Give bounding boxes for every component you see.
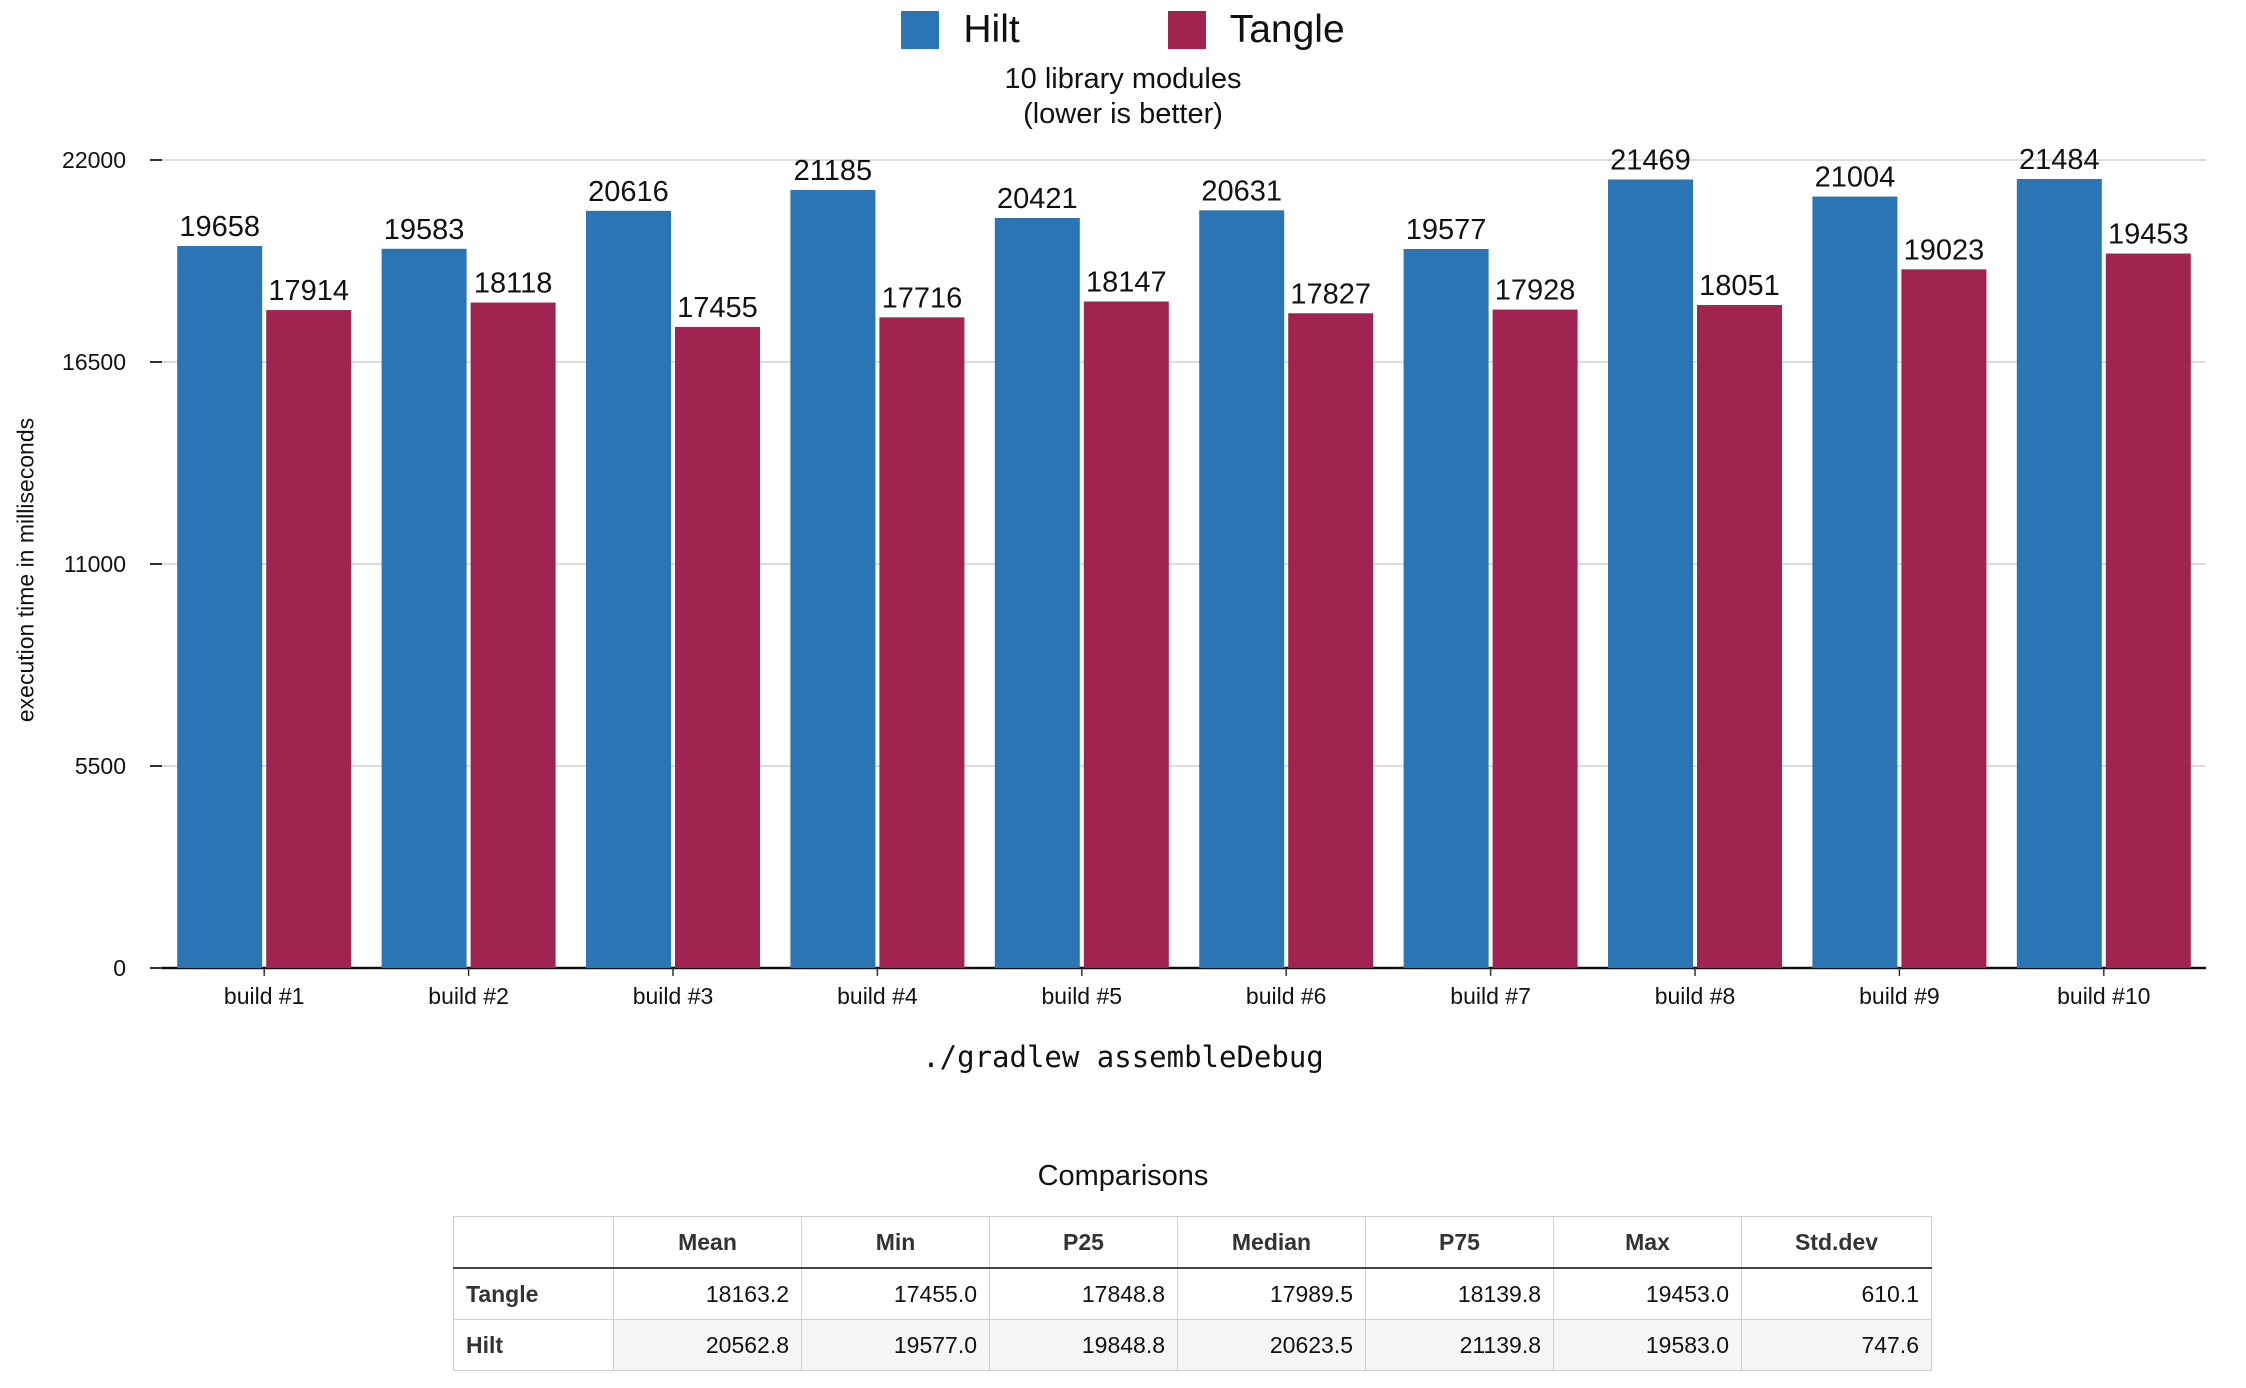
data-label: 21469 bbox=[1610, 145, 1691, 177]
bar-tangle-1 bbox=[266, 310, 352, 968]
x-tick-label: build #6 bbox=[1246, 983, 1327, 1009]
column-header-p25: P25 bbox=[989, 1216, 1178, 1269]
data-label: 19453 bbox=[2108, 219, 2189, 251]
x-tick-label: build #10 bbox=[2057, 983, 2150, 1009]
y-tick-label: 22000 bbox=[62, 147, 126, 173]
column-header-min: Min bbox=[801, 1216, 990, 1269]
y-tick-label: 0 bbox=[113, 955, 126, 981]
data-label: 21004 bbox=[1815, 162, 1896, 194]
bar-hilt-1 bbox=[177, 246, 263, 969]
y-tick-label: 11000 bbox=[64, 551, 126, 577]
table-cell: 747.6 bbox=[1741, 1319, 1932, 1371]
bar-hilt-2 bbox=[381, 248, 467, 968]
column-header-stddev: Std.dev bbox=[1741, 1216, 1932, 1269]
data-label: 19658 bbox=[179, 211, 260, 243]
bar-hilt-5 bbox=[994, 217, 1080, 968]
data-label: 20616 bbox=[588, 176, 669, 208]
x-tick-label: build #5 bbox=[1042, 983, 1123, 1009]
table-cell: 20562.8 bbox=[613, 1319, 802, 1371]
column-header bbox=[453, 1216, 614, 1269]
bar-tangle-6 bbox=[1288, 313, 1374, 968]
table-cell: 19848.8 bbox=[989, 1319, 1178, 1371]
data-label: 21185 bbox=[794, 155, 873, 187]
table-cell: 18163.2 bbox=[613, 1267, 802, 1320]
data-label: 21484 bbox=[2019, 144, 2100, 176]
y-axis-label: execution time in milliseconds bbox=[12, 417, 39, 723]
x-tick-label: build #3 bbox=[633, 983, 714, 1009]
bar-tangle-8 bbox=[1697, 305, 1782, 968]
table-cell: 19583.0 bbox=[1553, 1319, 1742, 1371]
bar-hilt-7 bbox=[1403, 248, 1489, 969]
column-header-max: Max bbox=[1553, 1216, 1742, 1269]
data-label: 17914 bbox=[268, 275, 349, 307]
bar-tangle-5 bbox=[1083, 301, 1169, 968]
bar-hilt-8 bbox=[1608, 179, 1693, 968]
bar-tangle-7 bbox=[1492, 309, 1578, 968]
table-row-hilt: Hilt 20562.8 19577.0 19848.8 20623.5 211… bbox=[453, 1319, 1932, 1371]
table-cell: 21139.8 bbox=[1365, 1319, 1554, 1371]
bar-hilt-10 bbox=[2016, 178, 2102, 968]
data-label: 20631 bbox=[1201, 175, 1282, 207]
legend-swatch-tangle bbox=[1167, 11, 1206, 49]
table-cell: 17989.5 bbox=[1177, 1267, 1366, 1320]
data-label: 17928 bbox=[1495, 275, 1576, 307]
legend-swatch-hilt bbox=[901, 11, 940, 49]
bar-tangle-4 bbox=[879, 317, 965, 969]
bar-hilt-4 bbox=[790, 189, 876, 968]
legend-item-hilt[interactable]: Hilt bbox=[901, 8, 1020, 52]
y-tick-label: 5500 bbox=[75, 753, 126, 779]
data-label: 18147 bbox=[1086, 267, 1167, 299]
table-cell: 17848.8 bbox=[989, 1267, 1178, 1320]
legend-item-tangle[interactable]: Tangle bbox=[1167, 8, 1345, 52]
chart-title-block: 10 library modules (lower is better) bbox=[0, 62, 2246, 132]
bar-tangle-2 bbox=[470, 302, 556, 968]
bar-hilt-3 bbox=[586, 210, 671, 968]
data-label: 17827 bbox=[1290, 278, 1371, 310]
legend-label-hilt: Hilt bbox=[963, 8, 1020, 51]
data-label: 19023 bbox=[1904, 234, 1985, 266]
data-label: 19583 bbox=[384, 214, 465, 246]
x-tick-label: build #4 bbox=[837, 983, 918, 1009]
legend: Hilt Tangle bbox=[0, 8, 2246, 52]
comparisons-table: Mean Min P25 Median P75 Max Std.dev Tang… bbox=[453, 1216, 1932, 1371]
bar-tangle-10 bbox=[2105, 253, 2191, 968]
x-axis-label: ./gradlew assembleDebug bbox=[922, 1040, 1324, 1074]
x-tick-label: build #8 bbox=[1655, 983, 1736, 1009]
column-header-mean: Mean bbox=[613, 1216, 802, 1269]
bar-hilt-9 bbox=[1812, 196, 1898, 968]
table-cell: 18139.8 bbox=[1365, 1267, 1554, 1320]
chart-title: 10 library modules bbox=[1004, 63, 1242, 95]
bar-tangle-3 bbox=[675, 326, 760, 969]
table-row-tangle: Tangle 18163.2 17455.0 17848.8 17989.5 1… bbox=[453, 1267, 1932, 1320]
table-cell: 19453.0 bbox=[1553, 1267, 1742, 1320]
x-tick-label: build #7 bbox=[1450, 983, 1531, 1009]
bar-hilt-6 bbox=[1199, 210, 1285, 968]
row-label: Tangle bbox=[453, 1267, 614, 1320]
y-tick-label: 16500 bbox=[62, 349, 126, 375]
data-label: 18051 bbox=[1699, 270, 1780, 302]
table-cell: 19577.0 bbox=[801, 1319, 990, 1371]
x-tick-label: build #9 bbox=[1859, 983, 1940, 1009]
data-label: 18118 bbox=[474, 268, 553, 300]
data-label: 17455 bbox=[677, 292, 758, 324]
legend-label-tangle: Tangle bbox=[1229, 8, 1345, 51]
data-label: 20421 bbox=[997, 183, 1078, 215]
bar-tangle-9 bbox=[1901, 269, 1987, 968]
column-header-median: Median bbox=[1177, 1216, 1366, 1269]
x-tick-label: build #2 bbox=[428, 983, 509, 1009]
table-cell: 610.1 bbox=[1741, 1267, 1932, 1320]
table-header-row: Mean Min P25 Median P75 Max Std.dev bbox=[453, 1216, 1932, 1269]
chart-subtitle: (lower is better) bbox=[1023, 98, 1223, 130]
table-title: Comparisons bbox=[1037, 1160, 1209, 1192]
table-cell: 20623.5 bbox=[1177, 1319, 1366, 1371]
x-tick-label: build #1 bbox=[224, 983, 305, 1009]
column-header-p75: P75 bbox=[1365, 1216, 1554, 1269]
data-label: 19577 bbox=[1406, 214, 1487, 246]
table-cell: 17455.0 bbox=[801, 1267, 990, 1320]
data-label: 17716 bbox=[882, 282, 963, 314]
row-label: Hilt bbox=[453, 1319, 614, 1371]
